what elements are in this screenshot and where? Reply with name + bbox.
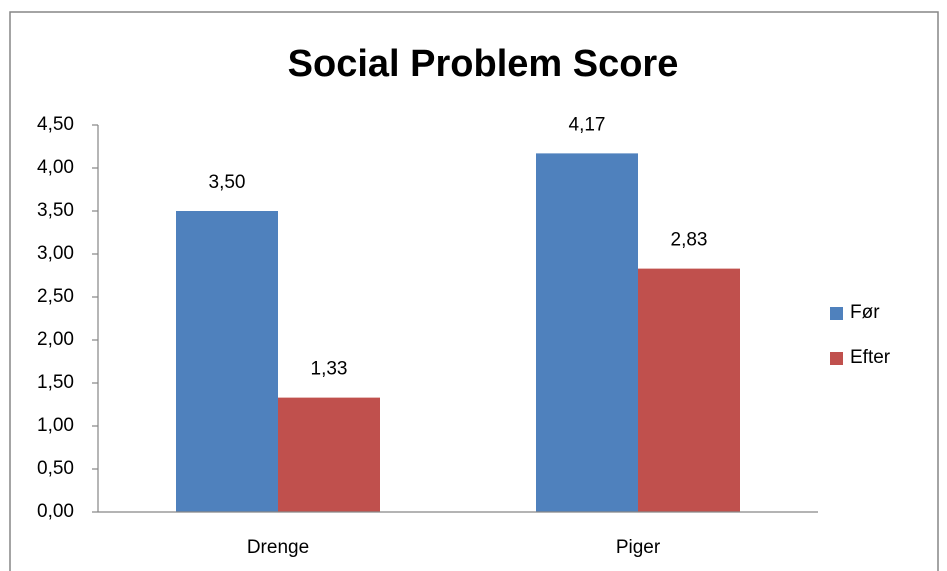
legend-swatch	[830, 352, 843, 365]
legend-label: Efter	[850, 347, 891, 368]
y-tick-label: 1,50	[37, 372, 74, 393]
bar	[638, 268, 740, 512]
bar	[176, 211, 278, 512]
data-label: 3,50	[209, 172, 246, 193]
y-tick-label: 3,50	[37, 200, 74, 221]
y-tick-label: 2,00	[37, 329, 74, 350]
y-tick-label: 0,00	[37, 501, 74, 522]
y-tick-label: 3,00	[37, 243, 74, 264]
data-label: 4,17	[569, 114, 606, 135]
bar	[278, 397, 380, 512]
x-tick-label: Drenge	[247, 537, 309, 558]
x-tick-label: Piger	[616, 537, 661, 558]
y-tick-label: 2,50	[37, 286, 74, 307]
data-label: 2,83	[671, 230, 708, 251]
legend-swatch	[830, 307, 843, 320]
y-tick-label: 4,00	[37, 157, 74, 178]
y-tick-label: 0,50	[37, 458, 74, 479]
data-label: 1,33	[311, 359, 348, 380]
y-tick-label: 4,50	[37, 114, 74, 135]
bar	[536, 153, 638, 512]
y-tick-label: 1,00	[37, 415, 74, 436]
legend-label: Før	[850, 302, 880, 323]
chart-border	[9, 11, 939, 571]
chart-title: Social Problem Score	[288, 43, 679, 85]
